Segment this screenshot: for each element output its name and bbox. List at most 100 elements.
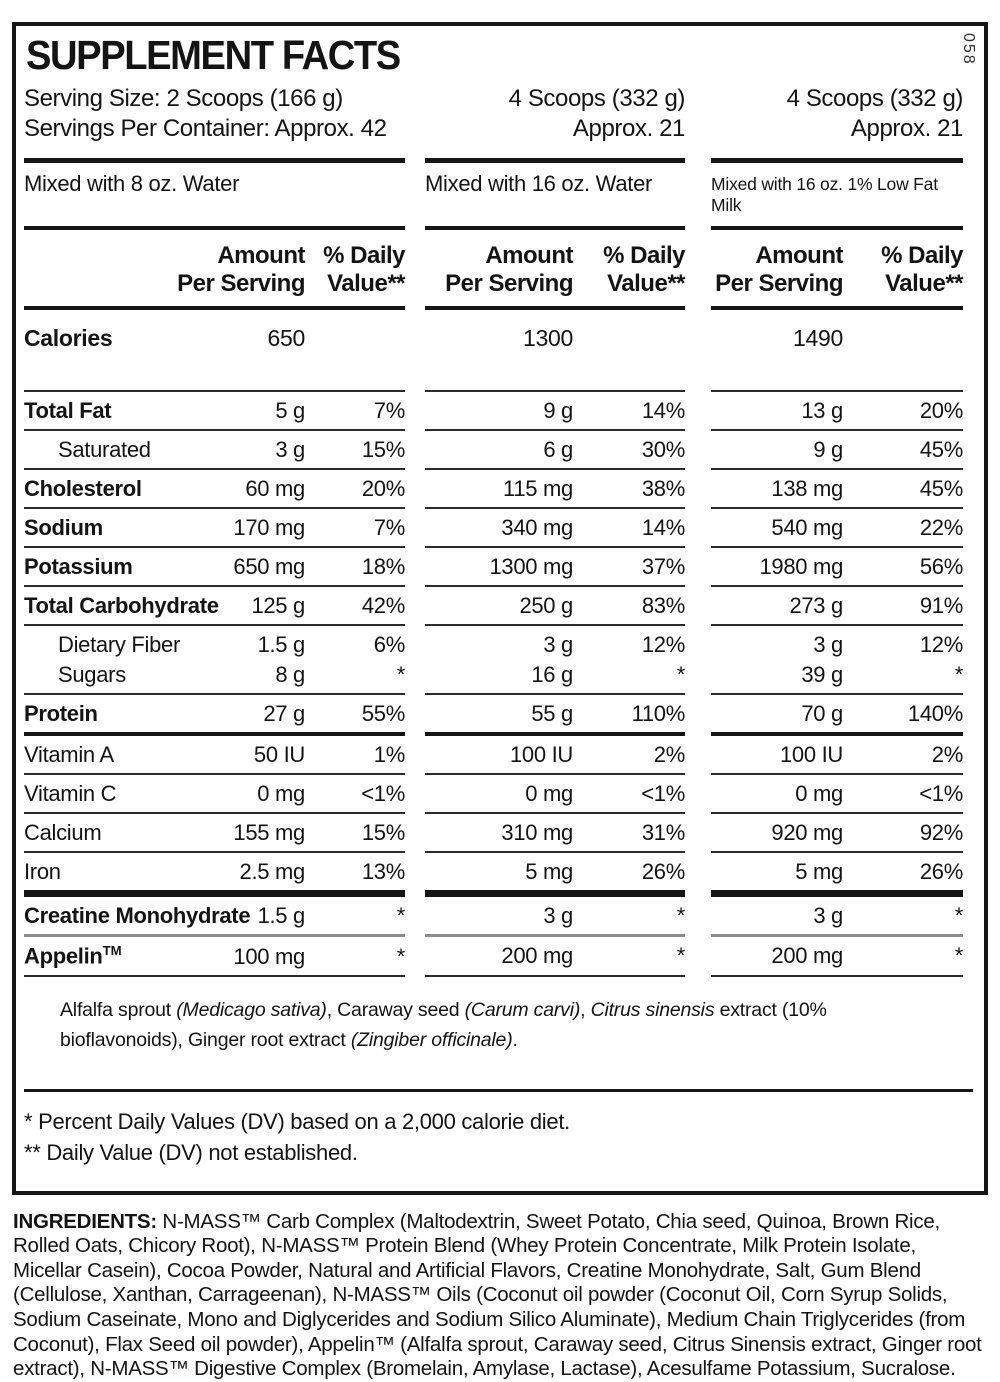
nutrient-cell-calcium-col2: 310 mg 31% [425, 814, 685, 854]
amount-value: 273 g [789, 593, 843, 619]
amount-value: 1.5 g [257, 903, 306, 929]
daily-value: 45% [919, 476, 963, 502]
amount-value: 170 mg [233, 515, 305, 541]
nutrient-cell-vitamin-a-col3: 100 IU 2% [711, 736, 964, 776]
daily-value: 42% [361, 593, 405, 619]
amount-value: 155 mg [233, 820, 305, 846]
nutrient-cell-total-fat-col1: Total Fat 5 g 7% [24, 392, 405, 432]
nutrient-label-saturated: Saturated [58, 437, 151, 463]
nutrient-cell-vitamin-a-col1: Vitamin A 50 IU 1% [24, 736, 405, 776]
doc-code: 058 [960, 33, 977, 66]
botanical-text: . [512, 1028, 518, 1051]
amount-per-serving-header: Amount Per Serving [711, 242, 843, 298]
botanical-text: extract (10% bioflavonoids), Ginger root… [60, 998, 827, 1051]
amount-value: 3 g [543, 903, 573, 929]
amount-value: 540 mg [771, 515, 843, 541]
daily-value: * [396, 903, 406, 929]
nutrient-row-saturated: Saturated 3 g 15% 6 g 30% 9 g 45% [24, 431, 973, 471]
nutrient-cell-potassium-col1: Potassium 650 mg 18% [24, 548, 405, 588]
botanical-text: Alfalfa sprout [60, 998, 177, 1021]
daily-value: 20% [361, 476, 405, 502]
daily-value: 31% [641, 820, 685, 846]
dv-header-line2: Value** [885, 270, 963, 298]
footnote-not-established: ** Daily Value (DV) not established. [24, 1139, 358, 1165]
nutrient-cell-saturated-col1: Saturated 3 g 15% [24, 431, 405, 471]
nutrient-row-protein: Protein 27 g 55% 55 g 110% 70 g 140% [24, 695, 973, 737]
nutrient-cell-cholesterol-col3: 138 mg 45% [711, 470, 963, 510]
nutrient-label-total-carbohydrate: Total Carbohydrate [24, 593, 219, 619]
daily-value: * [676, 662, 686, 688]
nutrient-label-creatine-monohydrate: Creatine Monohydrate [24, 903, 251, 929]
daily-value: 22% [919, 515, 963, 541]
daily-value-header: % Daily Value** [305, 242, 405, 298]
nutrient-cell-total-fat-col3: 13 g 20% [711, 392, 963, 432]
amount-value: 9 g [813, 437, 843, 463]
dv-header-line1: % Daily [603, 242, 685, 270]
daily-value: 6% [373, 632, 406, 658]
amount-value: 60 mg [245, 476, 305, 502]
serving-info-col3: 4 Scoops (332 g) Approx. 21 [711, 84, 963, 164]
amount-header-line2: Per Serving [177, 270, 305, 298]
amount-header-line1: Amount [217, 242, 305, 270]
dv-header-line1: % Daily [881, 242, 963, 270]
daily-value: 140% [907, 701, 963, 727]
amount-value: 70 g [801, 701, 843, 727]
daily-value: 92% [919, 820, 963, 846]
amount-value: 650 mg [233, 554, 305, 580]
daily-value: * [676, 903, 686, 929]
daily-value: 14% [641, 398, 685, 424]
nutrient-cell-vitamin-c-col3: 0 mg <1% [711, 775, 963, 815]
nutrient-label-iron: Iron [24, 859, 61, 885]
daily-value: 110% [631, 701, 686, 727]
daily-value: 2% [931, 742, 964, 768]
amount-value: 3 g [543, 632, 573, 658]
daily-value: 15% [361, 437, 405, 463]
nutrient-cell-dietary-fiber-col2: 3 g 12% [425, 626, 685, 660]
nutrient-row-total-carbohydrate: Total Carbohydrate 125 g 42% 250 g 83% 273 g 9… [24, 587, 973, 627]
amount-value: 138 mg [771, 476, 843, 502]
nutrient-cell-vitamin-c-col1: Vitamin C 0 mg <1% [24, 775, 405, 815]
serving-info-row: Serving Size: 2 Scoops (166 g) Servings … [24, 84, 973, 164]
ingredients-label: INGREDIENTS: [13, 1209, 157, 1233]
nutrient-cell-sugars-col2: 16 g * [425, 660, 686, 696]
amount-value: 1300 mg [489, 554, 573, 580]
amount-header-line1: Amount [755, 242, 843, 270]
nutrient-cell-dietary-fiber-col1: Dietary Fiber 1.5 g 6% [24, 626, 405, 660]
nutrient-cell-vitamin-c-col2: 0 mg <1% [425, 775, 685, 815]
botanical-latin-name: (Carum carvi) [464, 998, 581, 1021]
nutrient-cell-sugars-col1: Sugars 8 g * [24, 660, 405, 696]
nutrient-row-sugars: Sugars 8 g * 16 g * 39 g * [24, 660, 973, 696]
amount-value: 100 mg [233, 943, 305, 969]
botanical-note: Alfalfa sprout (Medicago sativa), Carawa… [24, 977, 905, 1089]
amount-value: 27 g [263, 701, 305, 727]
nutrient-cell-protein-col1: Protein 27 g 55% [24, 695, 405, 737]
calories-col-2: 1300 [425, 310, 685, 393]
nutrient-row-dietary-fiber: Dietary Fiber 1.5 g 6% 3 g 12% 3 g 12% [24, 626, 973, 660]
ingredients-paragraph: INGREDIENTS: N-MASS™ Carb Complex (Malto… [13, 1210, 987, 1382]
daily-value: 83% [641, 593, 685, 619]
column-headers-row: Amount Per Serving% Daily Value** Amount Per… [24, 242, 973, 311]
nutrient-row-sodium: Sodium 170 mg 7% 340 mg 14% 540 mg 22% [24, 509, 973, 549]
nutrient-label-total-fat: Total Fat [24, 398, 112, 424]
calories-row: Calories 650 1300 1490 [24, 310, 973, 393]
daily-value-header: % Daily Value** [843, 242, 963, 298]
daily-value: 2% [653, 742, 686, 768]
nutrient-label-sodium: Sodium [24, 515, 103, 541]
nutrient-label-sugars: Sugars [58, 662, 126, 688]
amount-value: 100 IU [509, 742, 573, 768]
daily-value: 55% [361, 701, 405, 727]
amount-value: 1.5 g [257, 632, 306, 658]
calories-label: Calories [24, 325, 113, 352]
amount-value: 9 g [543, 398, 573, 424]
nutrient-cell-cholesterol-col2: 115 mg 38% [425, 470, 685, 510]
daily-value: <1% [919, 781, 963, 807]
amount-value: 125 g [251, 593, 305, 619]
daily-value: <1% [641, 781, 685, 807]
amount-value: 0 mg [795, 781, 843, 807]
amount-value: 5 mg [525, 859, 573, 885]
nutrient-cell-appelin-col1: AppelinTM 100 mg * [24, 937, 405, 977]
mixed-with-row: Mixed with 8 oz. Water Mixed with 16 oz.… [24, 163, 973, 231]
daily-value: 38% [641, 476, 685, 502]
amount-value: 1980 mg [759, 554, 843, 580]
nutrient-cell-total-carbohydrate-col1: Total Carbohydrate 125 g 42% [24, 587, 405, 627]
